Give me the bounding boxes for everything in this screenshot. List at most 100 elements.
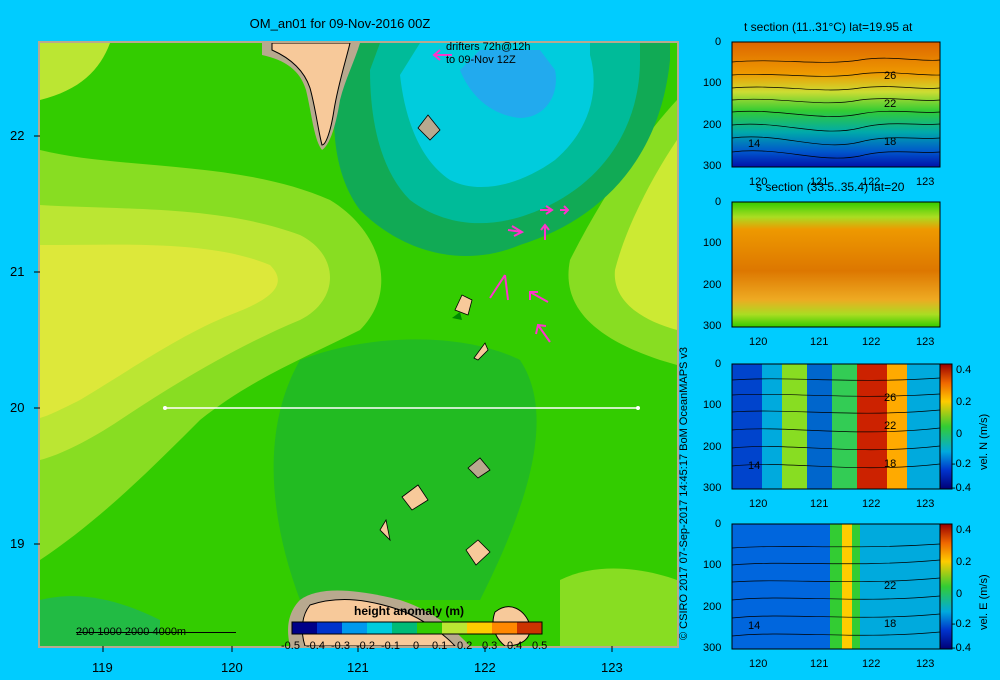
colorbar-label-n: vel. N (m/s) xyxy=(978,413,990,470)
contour-label: 14 xyxy=(748,620,761,632)
drifters-label-line2: to 09-Nov 12Z xyxy=(446,54,516,66)
x-tick-label: 122 xyxy=(474,660,496,675)
colorbar-label-e: vel. E (m/s) xyxy=(978,574,990,630)
y-tick-label: 100 xyxy=(703,559,722,571)
taiwan-land xyxy=(271,43,351,146)
x-tick-label: 120 xyxy=(749,658,768,670)
y-tick-label: 20 xyxy=(10,400,25,415)
x-tick-label: 121 xyxy=(347,660,369,675)
colorbar-title: height anomaly (m) xyxy=(354,604,465,618)
island-batan xyxy=(473,342,489,361)
x-tick-label: 122 xyxy=(862,176,881,188)
contour-label: 18 xyxy=(884,136,897,148)
drifter-arrow xyxy=(432,49,452,61)
x-tick-label: 123 xyxy=(916,336,935,348)
y-tick-label: 200 xyxy=(703,119,722,131)
y-tick-label: 100 xyxy=(703,77,722,89)
colorbar-tick: 0.3 xyxy=(482,640,498,652)
west-anomaly-peak xyxy=(40,244,278,418)
colorbar-tick: 0.2 xyxy=(956,556,972,568)
x-tick-label: 119 xyxy=(92,660,113,675)
colorbar-tick: -0.4 xyxy=(952,642,971,654)
colorbar-tick: -0.2 xyxy=(952,458,971,470)
drifter-arrow xyxy=(489,274,509,301)
map-title: OM_an01 for 09-Nov-2016 00Z xyxy=(249,16,431,31)
nw-anomaly xyxy=(40,43,110,100)
vel-e-section-panel xyxy=(731,523,953,650)
colorbar-tick: 0 xyxy=(413,640,420,652)
map-axis-ticks xyxy=(34,135,613,652)
drifter-arrow xyxy=(507,225,525,237)
x-tick-label: 121 xyxy=(810,658,829,670)
y-tick-label: 300 xyxy=(703,642,722,654)
contour-label: 14 xyxy=(748,138,761,150)
drifter-arrow xyxy=(535,323,551,343)
y-tick-label: 300 xyxy=(703,320,722,332)
y-tick-label: 300 xyxy=(703,482,722,494)
contour-label: 26 xyxy=(884,70,897,82)
colorbar-tick: -0.4 xyxy=(306,640,325,652)
x-tick-label: 123 xyxy=(916,498,935,510)
colorbar-tick: 0.5 xyxy=(532,640,548,652)
contour-label: 18 xyxy=(884,458,897,470)
island-batan-north xyxy=(454,294,473,316)
colorbar-tick: 0.2 xyxy=(956,396,972,408)
colorbar-tick: -0.2 xyxy=(952,618,971,630)
y-tick-label: 21 xyxy=(10,264,25,279)
central-low xyxy=(273,339,537,600)
y-tick-label: 200 xyxy=(703,441,722,453)
y-tick-label: 0 xyxy=(715,196,722,208)
y-tick-label: 0 xyxy=(715,358,722,370)
se-anomaly xyxy=(560,568,677,646)
x-tick-label: 120 xyxy=(749,176,768,188)
east-anomaly-core xyxy=(614,140,677,330)
colorbar-tick: 0.4 xyxy=(956,364,972,376)
island-babuyan-1 xyxy=(467,457,491,479)
colorbar-tick: 0.4 xyxy=(507,640,523,652)
colorbar-tick: -0.1 xyxy=(381,640,400,652)
y-tick-label: 200 xyxy=(703,279,722,291)
contour-label: 14 xyxy=(748,460,761,472)
y-tick-label: 100 xyxy=(703,237,722,249)
x-tick-label: 120 xyxy=(749,336,768,348)
y-tick-label: 200 xyxy=(703,601,722,613)
island-babuyan-2 xyxy=(401,484,429,511)
drifter-tracks xyxy=(432,49,570,343)
x-tick-label: 120 xyxy=(749,498,768,510)
contour-label: 22 xyxy=(884,98,897,110)
y-tick-label: 0 xyxy=(715,36,722,48)
contour-label: 18 xyxy=(884,618,897,630)
drifter-arrow xyxy=(560,205,570,215)
x-tick-label: 122 xyxy=(862,498,881,510)
y-tick-label: 19 xyxy=(10,536,25,551)
island-babuyan-4 xyxy=(379,518,391,542)
s-section-title: s section (33.5..35.4) lat=20 xyxy=(756,180,905,194)
colorbar-tick: 0.1 xyxy=(432,640,448,652)
x-tick-label: 122 xyxy=(862,658,881,670)
sw-low xyxy=(40,596,160,646)
height-colorbar xyxy=(291,621,543,635)
x-tick-label: 120 xyxy=(221,660,243,675)
colorbar-tick: 0.2 xyxy=(457,640,473,652)
x-tick-label: 123 xyxy=(916,658,935,670)
x-tick-label: 122 xyxy=(862,336,881,348)
drifters-label-line1: drifters 72h@12h xyxy=(446,41,531,53)
y-tick-label: 22 xyxy=(10,128,25,143)
vel-n-section-panel xyxy=(731,363,953,490)
x-tick-label: 123 xyxy=(916,176,935,188)
section-panels xyxy=(731,41,953,650)
t-section-title: t section (11..31°C) lat=19.95 at xyxy=(744,20,913,34)
colorbar-tick: 0 xyxy=(956,428,963,440)
height-anomaly-map xyxy=(34,41,679,652)
y-tick-label: 300 xyxy=(703,160,722,172)
colorbar-tick: -0.4 xyxy=(952,482,971,494)
drifter-arrow xyxy=(529,291,549,303)
colorbar-tick: -0.5 xyxy=(281,640,300,652)
colorbar-tick: -0.3 xyxy=(331,640,350,652)
y-tick-label: 0 xyxy=(715,518,722,530)
colorbar-tick: 0.4 xyxy=(956,524,972,536)
drifter-arrow xyxy=(540,205,554,215)
y-tick-label: 100 xyxy=(703,399,722,411)
x-tick-label: 121 xyxy=(810,336,829,348)
depth-legend-line xyxy=(76,632,236,633)
